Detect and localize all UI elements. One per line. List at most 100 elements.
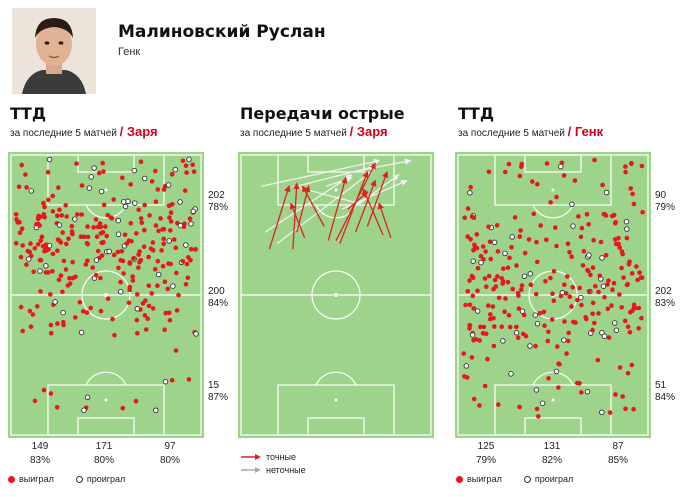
won-action-dot [111, 252, 117, 258]
won-action-dot [555, 344, 560, 349]
won-action-dot [182, 188, 188, 193]
won-action-dot [153, 199, 159, 204]
won-action-dot [470, 275, 476, 280]
won-action-dot [565, 274, 570, 279]
won-action-dot [515, 335, 521, 341]
won-action-dot [483, 331, 489, 337]
won-action-dot [638, 275, 644, 280]
won-action-dot [478, 253, 484, 259]
subtitle-text: за последние 5 матчей [10, 128, 117, 139]
lost-action-dot [78, 329, 85, 336]
won-action-dot [517, 173, 523, 179]
won-action-dot [491, 343, 497, 349]
won-action-dot [149, 179, 155, 184]
won-action-dot [602, 295, 607, 300]
won-action-dot [467, 302, 473, 308]
won-action-dot [158, 216, 163, 221]
won-action-dot [565, 241, 571, 246]
won-action-dot [161, 241, 166, 247]
won-action-dot [551, 298, 557, 304]
won-action-dot [514, 263, 519, 268]
lost-action-dot [46, 156, 53, 163]
won-action-dot [545, 338, 551, 344]
won-action-dot [610, 287, 615, 292]
legend-3: выиграл проиграл [456, 474, 573, 484]
zone-stat-top: 90 79% [655, 190, 676, 213]
won-action-dot [48, 322, 54, 328]
lost-action-dot [521, 273, 528, 279]
lost-action-dot [470, 258, 476, 264]
won-action-dot [598, 239, 604, 245]
lost-action-dot [81, 407, 87, 413]
won-action-dot [190, 162, 195, 168]
won-action-dot [155, 258, 161, 264]
won-action-dot [135, 331, 140, 336]
won-action-dot [142, 202, 147, 208]
won-action-dot [486, 303, 491, 308]
lost-action-dot [508, 371, 514, 377]
lost-action-dot [570, 223, 576, 229]
won-action-dot [93, 217, 99, 222]
won-action-dot [67, 275, 72, 281]
won-action-dot [586, 288, 592, 294]
won-action-dot [630, 191, 635, 197]
won-action-dot [600, 182, 605, 188]
won-action-dot [609, 303, 614, 308]
won-action-dot [98, 275, 103, 281]
won-action-dot [105, 296, 111, 301]
won-action-dot [110, 316, 115, 322]
won-action-dot [150, 247, 156, 253]
lost-action-dot [553, 368, 560, 375]
won-action-dot [605, 306, 611, 312]
won-action-dot [100, 160, 105, 166]
won-action-dot [541, 309, 547, 315]
won-action-dot [127, 284, 133, 290]
won-action-dot [563, 291, 569, 296]
won-action-dot [79, 183, 85, 188]
lost-action-dot [584, 388, 591, 395]
won-action-dot [475, 265, 481, 271]
won-action-dot [636, 326, 641, 331]
won-action-dot [39, 234, 45, 240]
won-action-dot [561, 173, 567, 178]
won-action-dot [48, 292, 53, 297]
won-action-dot [531, 211, 537, 217]
legend-inaccurate: неточные [266, 465, 306, 475]
lost-action-dot [72, 216, 78, 222]
won-action-dot [606, 335, 612, 340]
lost-action-dot [569, 201, 575, 208]
lost-action-dot [186, 156, 192, 163]
won-action-dot [140, 301, 146, 306]
won-action-dot [562, 319, 567, 324]
won-action-dot [128, 220, 134, 226]
accurate-pass-arrow [366, 170, 389, 227]
won-action-dot [590, 311, 595, 317]
won-action-dot [79, 212, 84, 217]
won-action-dot [629, 271, 635, 276]
won-action-dot [13, 240, 19, 246]
won-action-dot [85, 234, 91, 240]
won-action-dot [152, 266, 158, 272]
won-action-dot [136, 207, 141, 213]
won-action-dot [606, 278, 611, 283]
won-action-dot [482, 276, 488, 281]
won-action-dot [149, 291, 154, 296]
won-action-dot [535, 181, 540, 187]
team-label: / Генк [567, 124, 604, 139]
won-action-dot [530, 179, 535, 184]
won-action-dot [142, 227, 147, 233]
won-action-dot [61, 258, 67, 264]
won-action-dot [502, 309, 507, 314]
won-action-dot [70, 231, 75, 237]
won-action-dot [124, 241, 129, 246]
won-action-dot [17, 230, 23, 236]
won-action-dot [546, 329, 551, 335]
inaccurate-pass-arrow [351, 158, 412, 173]
won-action-dot [575, 380, 580, 386]
lost-action-dot [599, 255, 605, 261]
won-action-dot [611, 280, 617, 286]
won-action-dot [36, 213, 41, 219]
lost-action-dot [52, 299, 58, 305]
won-action-dot [613, 392, 618, 397]
won-action-dot [75, 212, 80, 217]
